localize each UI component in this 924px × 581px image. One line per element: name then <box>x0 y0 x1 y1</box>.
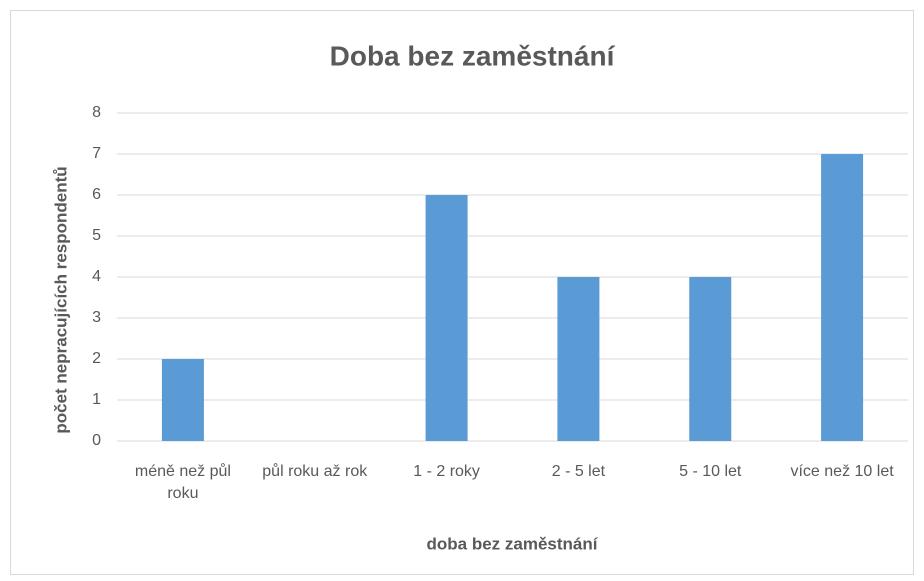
x-tick-label: 2 - 5 let <box>551 463 606 480</box>
y-tick-label: 5 <box>92 227 101 244</box>
chart-title: Doba bez zaměstnání <box>330 40 616 71</box>
y-tick-label: 8 <box>92 104 101 121</box>
x-tick-label: půl roku až rok <box>262 463 368 480</box>
y-tick-label: 1 <box>92 391 101 408</box>
y-axis-label: počet nepracujících respondentů <box>51 166 70 433</box>
bar <box>689 277 732 441</box>
x-tick-label: méně než půl roku <box>134 463 231 502</box>
y-tick-label: 6 <box>92 186 101 203</box>
bar <box>557 277 600 441</box>
x-axis-label: doba bez zaměstnání <box>427 534 599 553</box>
x-tick-label: více než 10 let <box>790 463 894 480</box>
bar <box>161 359 204 441</box>
y-tick-label: 4 <box>92 268 101 285</box>
x-tick-label: 5 - 10 let <box>679 463 742 480</box>
bar <box>821 154 864 441</box>
x-tick-label: 1 - 2 roky <box>413 463 480 480</box>
y-tick-label: 7 <box>92 145 101 162</box>
y-tick-label: 3 <box>92 309 101 326</box>
bar <box>425 195 468 441</box>
y-tick-label: 2 <box>92 350 101 367</box>
y-tick-label: 0 <box>92 432 101 449</box>
